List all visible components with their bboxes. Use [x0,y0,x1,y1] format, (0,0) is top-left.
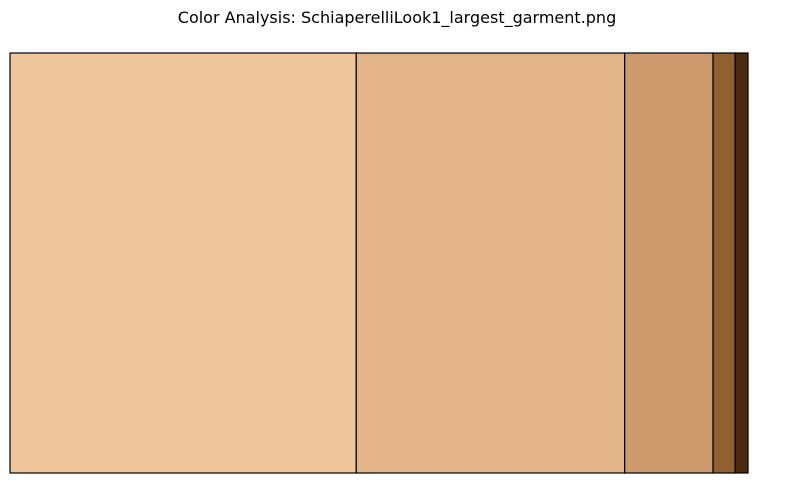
color-segment-4 [712,52,736,474]
color-segment-1 [9,52,357,474]
color-segments [9,52,749,474]
color-segment-3 [624,52,714,474]
color-segment-5 [734,52,749,474]
chart-title: Color Analysis: SchiaperelliLook1_larges… [177,8,617,27]
color-segment-2 [355,52,626,474]
